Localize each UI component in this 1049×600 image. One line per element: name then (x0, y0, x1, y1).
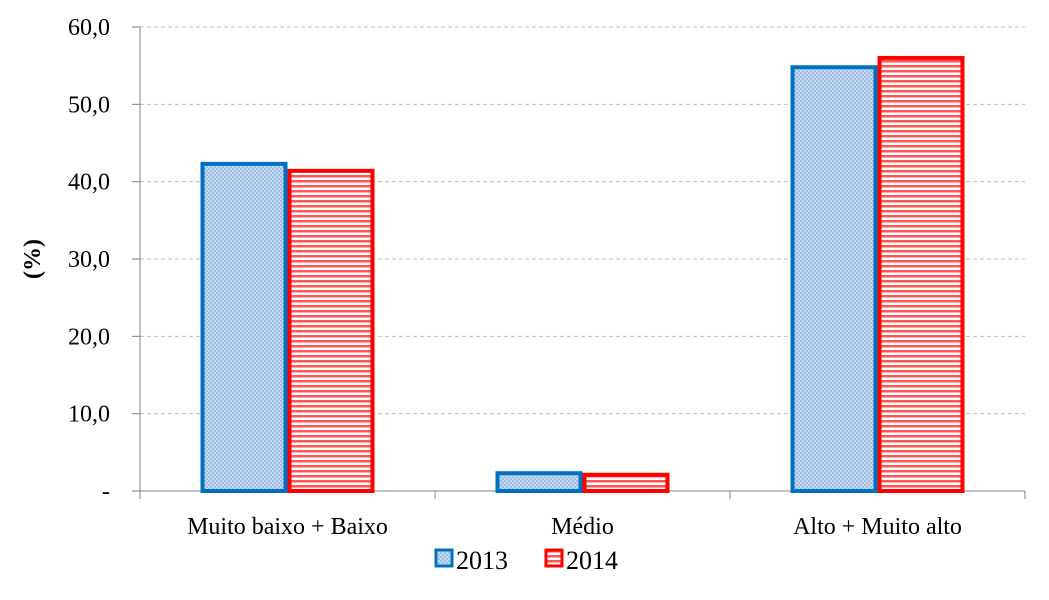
bar-2014-0 (287, 168, 375, 493)
y-tick-label: 20,0 (68, 324, 110, 350)
bar-2014-1 (582, 472, 670, 494)
x-category-label: Médio (551, 514, 614, 540)
legend-swatch-2013 (434, 548, 454, 568)
y-tick-label: 40,0 (68, 170, 110, 196)
x-category-label: Muito baixo + Baixo (187, 514, 388, 540)
bar-2014-2 (877, 55, 965, 494)
y-tick-label: 60,0 (68, 15, 110, 41)
bar-2013-0 (200, 161, 288, 493)
axis-labels: - 10,0 20,0 30,0 40,0 50,0 60,0 (%) Muito baixo … (20, 15, 962, 540)
y-axis-label: (%) (20, 239, 46, 279)
bar-2013-1 (495, 471, 583, 494)
y-tick-label: - (102, 479, 110, 505)
x-category-label: Alto + Muito alto (793, 514, 962, 540)
legend: 2013 2014 (434, 546, 618, 575)
bars (200, 55, 965, 494)
legend-label-2014: 2014 (566, 546, 618, 575)
y-tick-label: 50,0 (68, 92, 110, 118)
legend-swatch-2014 (544, 548, 564, 568)
y-tick-label: 30,0 (68, 247, 110, 273)
bar-2013-2 (790, 65, 878, 493)
y-tick-label: 10,0 (68, 402, 110, 428)
legend-label-2013: 2013 (456, 546, 508, 575)
